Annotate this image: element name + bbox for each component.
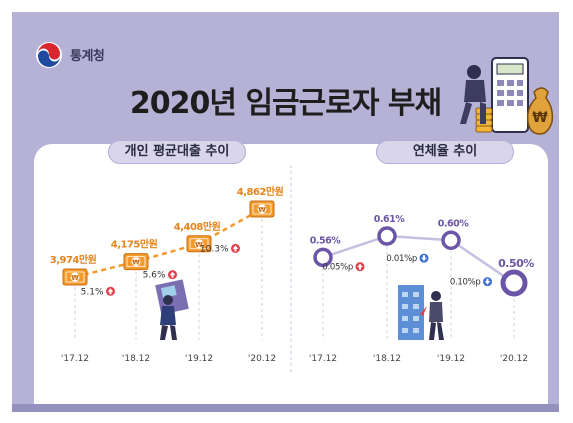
delinquency-chart-title: 연체율 추이 <box>376 140 514 164</box>
content-panel <box>34 144 548 412</box>
money-bag-icon: ₩ <box>526 87 554 135</box>
ring-marker-icon <box>500 269 528 297</box>
rate-value-label: 0.61% <box>374 214 405 225</box>
building-and-stressed-person-icon <box>398 285 444 340</box>
rate-x-tick: '20.12 <box>500 354 528 364</box>
loan-value-label: 4,408만원 <box>174 220 221 233</box>
org-name: 통계청 <box>70 49 105 64</box>
loan-change-label: 5.6% <box>143 271 166 281</box>
won-bill-coin <box>131 257 141 267</box>
loan-change-label: 10.3% <box>200 244 229 254</box>
loan-value-label: 4,862만원 <box>237 185 284 198</box>
rate-x-tick: '17.12 <box>309 354 337 364</box>
person-carrying-box-icon <box>155 279 189 340</box>
up-arrow-icon-glyph <box>232 245 239 252</box>
loan-change-label: 5.1% <box>81 287 104 297</box>
rate-value-label: 0.56% <box>310 235 341 246</box>
statistics-korea-logo <box>36 42 62 68</box>
down-arrow-icon-glyph <box>484 278 491 285</box>
ring-marker-icon <box>377 226 397 246</box>
rate-value-label: 0.50% <box>498 257 534 270</box>
won-symbol: ₩ <box>258 206 266 214</box>
ring-marker-icon <box>313 247 333 268</box>
won-symbol: ₩ <box>71 274 79 282</box>
rate-line-segment <box>386 234 452 242</box>
won-symbol: ₩ <box>195 241 203 249</box>
infographic-frame: 통계청 2020년 임금근로자 부채 ₩ <box>12 12 559 412</box>
won-bill-border <box>126 256 146 268</box>
loan-value-label: 4,175만원 <box>111 238 158 251</box>
won-bill-border <box>65 271 85 283</box>
loan-x-tick: '17.12 <box>61 354 89 364</box>
bottom-strip <box>12 404 559 412</box>
won-bill-coin <box>194 239 204 249</box>
rate-change-label: 0.01%p <box>386 254 417 264</box>
up-arrow-icon-glyph <box>169 271 176 278</box>
loan-x-tick: '18.12 <box>122 354 150 364</box>
rate-line-segment <box>322 234 388 259</box>
up-arrow-icon-glyph <box>357 263 363 270</box>
loan-value-label: 3,974만원 <box>50 253 97 266</box>
rate-change-label: 0.10%p <box>450 278 481 288</box>
down-arrow-icon-glyph <box>421 255 427 262</box>
up-arrow-icon-glyph <box>107 288 114 295</box>
svg-text:₩: ₩ <box>532 110 548 126</box>
debt-illustration: ₩ <box>460 57 554 135</box>
rate-x-tick: '18.12 <box>373 354 401 364</box>
loan-x-tick: '20.12 <box>248 354 276 364</box>
won-bill-coin <box>257 204 267 214</box>
won-symbol: ₩ <box>132 259 140 267</box>
rate-x-tick: '19.12 <box>437 354 465 364</box>
won-bill-coin <box>70 272 80 282</box>
won-bill-border <box>252 203 272 215</box>
rate-change-label: 0.05%p <box>322 263 353 273</box>
page-title: 2020년 임금근로자 부채 <box>129 86 442 121</box>
won-bill-border <box>189 238 209 250</box>
rate-value-label: 0.60% <box>438 218 469 229</box>
loan-x-tick: '19.12 <box>185 354 213 364</box>
loan-chart-title: 개인 평균대출 추이 <box>108 140 246 164</box>
ring-marker-icon <box>441 230 461 251</box>
sitting-person-icon <box>460 65 486 124</box>
